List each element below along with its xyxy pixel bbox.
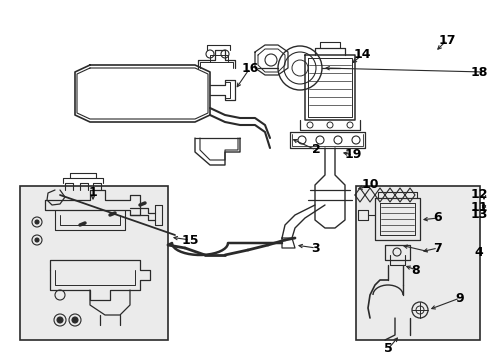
Text: 14: 14 [352,49,370,62]
Bar [20,186,168,340]
Text: 18: 18 [469,66,487,78]
Text: 2: 2 [311,144,320,157]
Text: 8: 8 [411,264,420,276]
Text: 6: 6 [433,211,442,225]
Text: 17: 17 [437,33,455,46]
Text: 9: 9 [455,292,464,305]
Circle shape [57,317,63,323]
Circle shape [72,317,78,323]
Text: 10: 10 [361,179,378,192]
Text: 5: 5 [383,342,391,355]
Circle shape [35,238,39,242]
Text: 4: 4 [474,246,482,258]
Text: 12: 12 [469,189,487,202]
Text: 1: 1 [88,186,97,199]
Text: 13: 13 [469,208,487,221]
Text: 19: 19 [344,148,361,162]
Text: 11: 11 [469,202,487,215]
Circle shape [35,220,39,224]
Bar [355,186,479,340]
Text: 16: 16 [241,62,258,75]
Text: 3: 3 [311,242,320,255]
Text: 15: 15 [181,234,198,247]
Text: 7: 7 [433,242,442,255]
